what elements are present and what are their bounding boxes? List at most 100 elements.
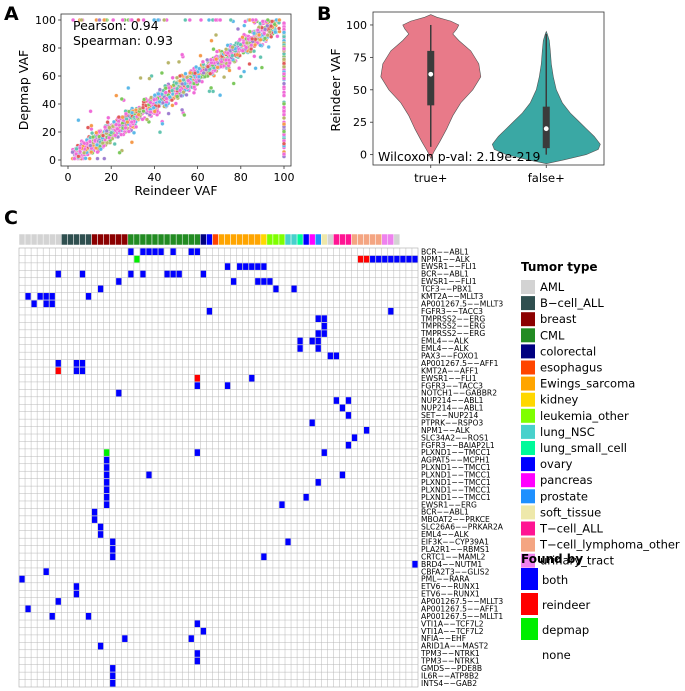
scatter-point <box>174 81 179 86</box>
tumor-bar-cell <box>133 233 141 246</box>
scatter-point <box>214 49 220 54</box>
violin-x-tick-label: true+ <box>414 171 447 185</box>
heatmap-cell <box>104 456 110 464</box>
legend-tumor-label: kidney <box>540 393 579 407</box>
heatmap-row-label: EML4−−ALK <box>421 337 470 346</box>
scatter-point <box>252 54 257 59</box>
legend-tumor-swatch <box>521 344 535 359</box>
scatter-point <box>129 120 134 125</box>
heatmap-row-label: PAX3−−FOXO1 <box>421 352 479 361</box>
tumor-bar-cell <box>97 233 104 246</box>
scatter-point <box>136 17 141 23</box>
heatmap-cell <box>345 412 352 419</box>
heatmap-row-label: AP001267.5−−MLLT1 <box>421 612 503 621</box>
tumor-bar-cell <box>194 233 201 246</box>
tumor-type-bar <box>18 233 401 246</box>
scatter-point <box>125 120 130 125</box>
scatter-point <box>235 52 240 57</box>
scatter-point <box>211 89 216 94</box>
tumor-bar-cell <box>200 233 207 246</box>
violin-median <box>543 126 549 132</box>
scatter-point <box>266 44 271 50</box>
tumor-bar-cell <box>302 233 310 246</box>
scatter-point <box>85 125 91 130</box>
tumor-bar-cell <box>333 233 340 246</box>
scatter-point <box>240 48 245 53</box>
scatter-point <box>160 121 165 126</box>
tumor-bar-cell <box>139 233 147 246</box>
scatter-point <box>277 17 282 23</box>
scatter-point <box>152 109 157 114</box>
scatter-point <box>147 76 152 81</box>
scatter-point <box>152 17 157 23</box>
scatter-x-axis-label: Reindeer VAF <box>134 183 217 198</box>
scatter-point <box>222 75 227 80</box>
tumor-bar-cell <box>55 233 62 246</box>
violin-y-axis-label: Reindeer VAF <box>328 48 343 131</box>
scatter-point <box>76 154 81 159</box>
scatter-x-tick-label: 60 <box>191 171 205 184</box>
scatter-point <box>106 115 111 120</box>
heatmap-row-label: SLC34A2−−ROS1 <box>421 433 489 442</box>
heatmap-cell <box>37 293 43 300</box>
heatmap-cell <box>85 612 92 620</box>
scatter-point <box>100 133 106 138</box>
scatter-x-ticks: 0 20 40 60 80 100 <box>65 166 295 184</box>
legend-found-label: both <box>542 573 568 587</box>
heatmap-cell <box>110 546 116 553</box>
heatmap-cell <box>194 650 200 657</box>
legend-tumor-swatch <box>521 408 535 423</box>
scatter-point <box>230 53 235 58</box>
heatmap-cell <box>158 248 164 256</box>
heatmap-cell <box>363 255 370 263</box>
heatmap-cell <box>104 449 110 456</box>
tumor-bar-cell <box>163 233 171 246</box>
scatter-point <box>109 130 114 135</box>
scatter-point <box>140 105 146 110</box>
scatter-y-tick-label: 40 <box>42 98 56 111</box>
heatmap-cell <box>224 382 231 389</box>
heatmap-cell <box>339 471 346 479</box>
legend-tumor-label: soft_tissue <box>540 505 601 519</box>
legend-tumor-label: breast <box>540 312 577 326</box>
heatmap-cell <box>412 255 418 263</box>
heatmap-row-label: ETV6−−RUNX1 <box>421 590 480 599</box>
heatmap-cell <box>43 568 49 575</box>
scatter-point <box>205 64 210 69</box>
legend-tumor-label: CML <box>540 328 565 342</box>
violin-box <box>427 50 435 106</box>
heatmap-cell <box>116 278 122 285</box>
scatter-point <box>201 70 206 75</box>
scatter-point <box>119 132 124 137</box>
scatter-point <box>119 96 124 102</box>
scatter-point <box>126 129 131 134</box>
tumor-bar-cell <box>272 233 280 246</box>
heatmap-row-label: PLA2R1−−RBMS1 <box>421 545 490 554</box>
scatter-point <box>263 27 268 32</box>
legend-tumor-swatch <box>521 537 535 552</box>
scatter-point <box>219 59 224 64</box>
legend-tumor-swatch <box>521 521 535 536</box>
heatmap-cell <box>140 270 146 278</box>
scatter-point <box>83 156 88 161</box>
heatmap-cell <box>309 419 315 427</box>
scatter-point <box>144 117 150 122</box>
scatter-y-tick-label: 60 <box>42 70 56 83</box>
heatmap-cell <box>91 516 98 523</box>
scatter-point <box>140 117 145 122</box>
legend-tumor-swatch <box>521 441 535 455</box>
scatter-point <box>156 17 161 23</box>
heatmap-cell <box>104 493 110 501</box>
scatter-y-tick-label: 20 <box>42 126 56 139</box>
scatter-point <box>183 17 188 23</box>
scatter-point <box>194 64 199 70</box>
scatter-point <box>114 93 119 98</box>
heatmap-row-label: EWSR1−−ERG <box>421 500 477 509</box>
heatmap-cell <box>194 657 200 665</box>
heatmap-row-label: EML4−−ALK <box>421 530 470 539</box>
legend-tumor-label: ovary <box>540 457 573 471</box>
scatter-point <box>197 78 202 83</box>
heatmap-cell <box>237 263 243 270</box>
tumor-bar-cell <box>242 233 249 246</box>
scatter-point <box>213 32 219 38</box>
